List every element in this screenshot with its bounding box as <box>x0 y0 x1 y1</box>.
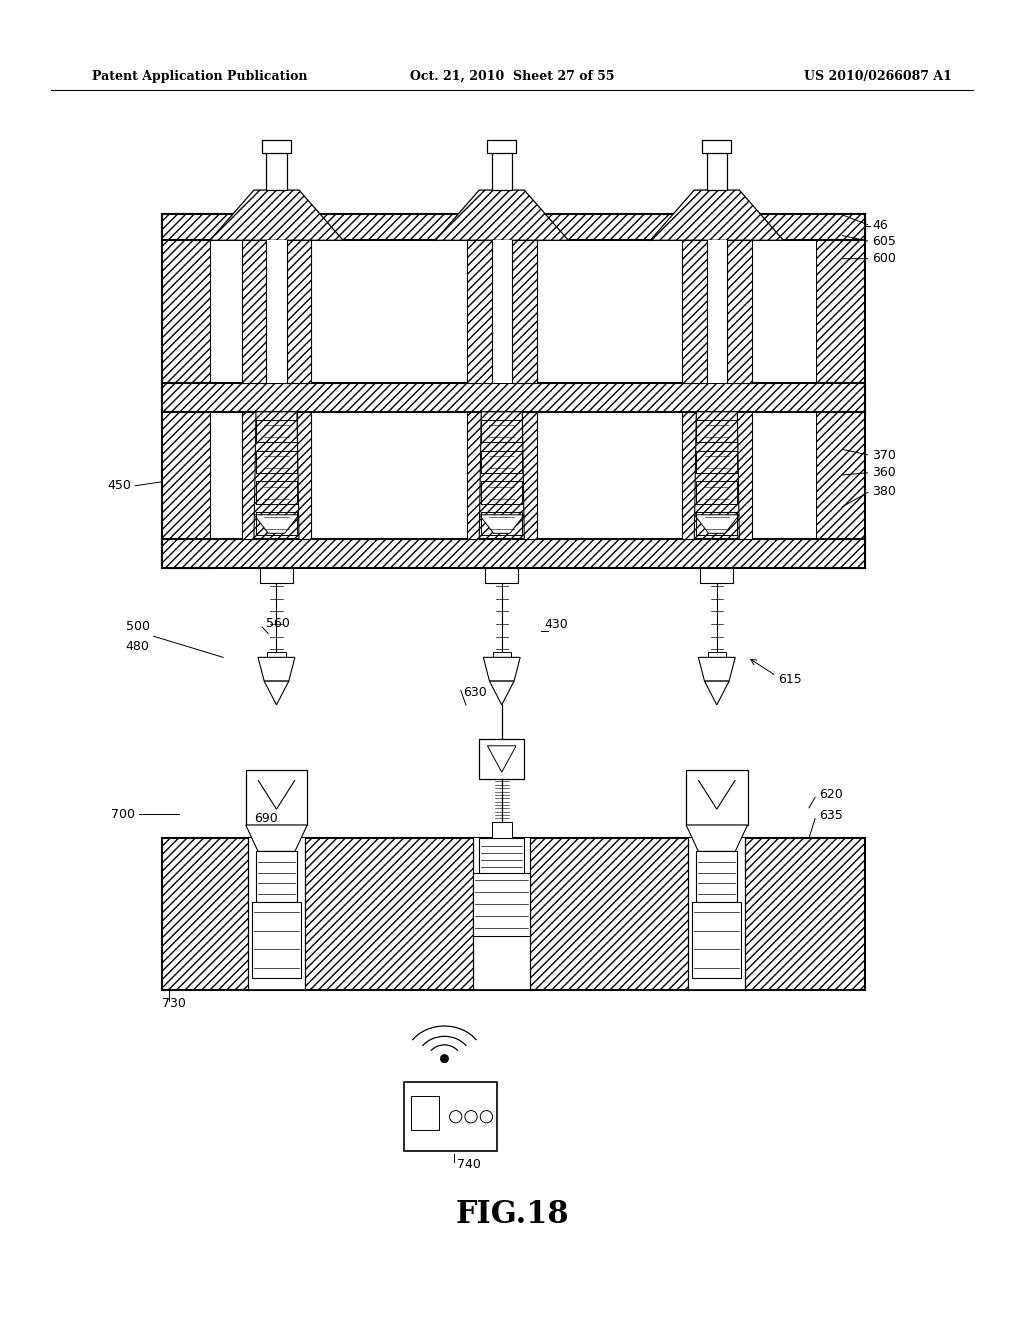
Polygon shape <box>694 412 739 539</box>
Polygon shape <box>479 515 524 533</box>
Bar <box>707 240 727 383</box>
Text: 700: 700 <box>112 808 135 821</box>
Bar <box>404 1082 497 1151</box>
Text: 560: 560 <box>266 616 290 630</box>
Polygon shape <box>489 681 514 705</box>
Circle shape <box>440 1055 449 1063</box>
Bar <box>260 568 293 583</box>
Bar <box>467 240 492 383</box>
Bar <box>487 140 516 153</box>
Bar <box>522 412 537 539</box>
Bar <box>492 240 512 383</box>
Polygon shape <box>210 190 343 240</box>
Bar <box>479 838 524 875</box>
Text: 430: 430 <box>545 618 568 631</box>
Polygon shape <box>487 746 516 772</box>
Bar <box>816 214 865 568</box>
Text: Patent Application Publication: Patent Application Publication <box>92 70 307 83</box>
Text: 500: 500 <box>126 620 150 634</box>
Text: Oct. 21, 2010  Sheet 27 of 55: Oct. 21, 2010 Sheet 27 of 55 <box>410 70 614 83</box>
Polygon shape <box>650 190 783 240</box>
Bar <box>297 412 311 539</box>
Text: 605: 605 <box>872 235 896 248</box>
Bar <box>266 240 287 383</box>
Bar <box>473 838 530 990</box>
Bar <box>686 770 748 825</box>
Bar <box>682 412 696 539</box>
Polygon shape <box>258 657 295 681</box>
Bar <box>242 240 266 383</box>
Bar <box>211 240 816 383</box>
Bar <box>267 652 286 671</box>
Polygon shape <box>694 515 739 533</box>
Text: 46: 46 <box>872 219 888 232</box>
Bar <box>696 851 737 902</box>
Text: 630: 630 <box>463 686 486 700</box>
Text: 635: 635 <box>819 809 843 822</box>
Bar <box>248 838 305 990</box>
Text: 360: 360 <box>872 466 896 479</box>
Polygon shape <box>483 657 520 681</box>
Bar <box>162 383 865 412</box>
Bar <box>162 214 865 240</box>
Text: 450: 450 <box>108 479 131 492</box>
Polygon shape <box>705 681 729 705</box>
Text: FIG.18: FIG.18 <box>456 1199 568 1230</box>
Bar <box>692 902 741 978</box>
Bar <box>702 140 731 153</box>
Bar <box>287 240 311 383</box>
Bar <box>700 568 733 583</box>
Bar <box>682 240 707 383</box>
Bar <box>262 140 291 153</box>
Bar <box>473 873 530 936</box>
Bar <box>256 851 297 902</box>
Polygon shape <box>435 190 568 240</box>
Polygon shape <box>686 825 748 851</box>
Polygon shape <box>254 412 299 539</box>
Text: 615: 615 <box>778 673 802 686</box>
Bar <box>479 739 524 779</box>
Bar <box>727 240 752 383</box>
Bar <box>266 150 287 190</box>
Bar <box>467 412 481 539</box>
Bar <box>485 568 518 583</box>
Bar <box>707 150 727 190</box>
Text: 730: 730 <box>162 997 185 1010</box>
Bar <box>493 652 511 671</box>
Circle shape <box>465 1110 477 1123</box>
Text: 620: 620 <box>819 788 843 801</box>
Bar <box>512 240 537 383</box>
Bar <box>492 822 512 841</box>
Bar <box>492 150 512 190</box>
Polygon shape <box>254 515 299 533</box>
Bar <box>162 539 865 568</box>
Bar <box>252 902 301 978</box>
Polygon shape <box>698 657 735 681</box>
Polygon shape <box>479 412 524 539</box>
Text: 370: 370 <box>872 449 896 462</box>
Text: 740: 740 <box>457 1158 480 1171</box>
Bar <box>708 652 726 671</box>
Text: 480: 480 <box>126 640 150 653</box>
Text: 600: 600 <box>872 252 896 265</box>
Text: 690: 690 <box>254 812 278 825</box>
Bar <box>246 770 307 825</box>
Circle shape <box>450 1110 462 1123</box>
Bar <box>162 214 211 568</box>
Bar <box>242 412 256 539</box>
Bar <box>737 412 752 539</box>
Bar <box>211 412 816 539</box>
Bar <box>411 1096 439 1130</box>
Polygon shape <box>246 825 307 851</box>
Bar <box>162 838 865 990</box>
Text: 380: 380 <box>872 484 896 498</box>
Circle shape <box>480 1110 493 1123</box>
Bar <box>688 838 745 990</box>
Polygon shape <box>264 681 289 705</box>
Text: US 2010/0266087 A1: US 2010/0266087 A1 <box>805 70 952 83</box>
